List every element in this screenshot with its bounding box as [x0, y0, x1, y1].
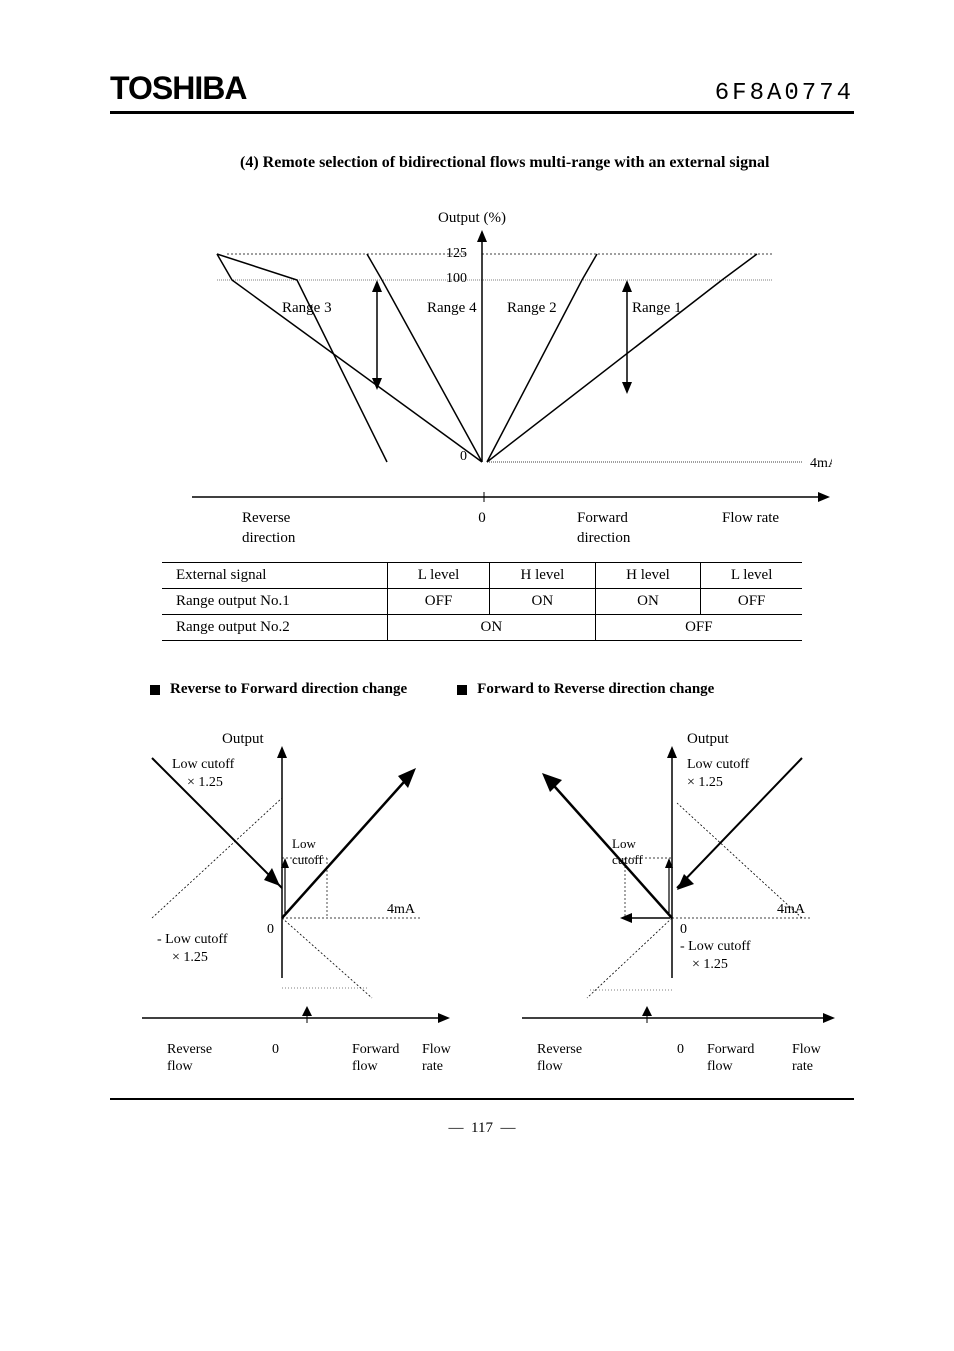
svg-text:Forward: Forward [352, 1042, 399, 1057]
svg-text:direction: direction [242, 530, 296, 542]
page: TOSHIBA 6F8A0774 (4) Remote selection of… [0, 0, 954, 1177]
header: TOSHIBA 6F8A0774 [110, 70, 854, 114]
svg-text:Low: Low [292, 836, 316, 851]
subheadings: Reverse to Forward direction change Forw… [150, 681, 854, 698]
svg-text:Reverse: Reverse [537, 1042, 582, 1057]
page-number: — 117 — [110, 1120, 854, 1137]
x-zero: 0 [478, 510, 486, 526]
small-chart-right: Output Low cutoff × 1.25 Lo [492, 718, 852, 1078]
bullet-icon [457, 685, 467, 695]
svg-text:0: 0 [267, 922, 274, 937]
svg-text:Output: Output [222, 731, 265, 747]
main-chart: Output (%) 125 100 0 [132, 202, 832, 542]
svg-text:Low cutoff: Low cutoff [172, 757, 235, 772]
range4-label: Range 4 [427, 300, 477, 316]
section-title: (4) Remote selection of bidirectional fl… [240, 154, 854, 172]
table-row: Range output No.1 OFF ON ON OFF [162, 589, 802, 615]
svg-text:4mA: 4mA [777, 902, 806, 917]
svg-text:flow: flow [352, 1059, 379, 1074]
svg-text:flow: flow [167, 1059, 194, 1074]
svg-text:cutoff: cutoff [612, 852, 643, 867]
y-tick-125: 125 [446, 246, 467, 261]
svg-text:- Low cutoff: - Low cutoff [680, 939, 751, 954]
y-axis-label: Output (%) [438, 210, 506, 226]
svg-text:0: 0 [677, 1042, 684, 1057]
four-ma-label: 4mA [810, 456, 832, 471]
document-number: 6F8A0774 [715, 80, 854, 107]
svg-text:Forward: Forward [707, 1042, 754, 1057]
svg-text:× 1.25: × 1.25 [187, 775, 223, 790]
svg-text:0: 0 [680, 922, 687, 937]
svg-text:× 1.25: × 1.25 [692, 957, 728, 972]
svg-text:Output: Output [687, 731, 730, 747]
svg-text:- Low cutoff: - Low cutoff [157, 932, 228, 947]
y-tick-100: 100 [446, 271, 467, 286]
footer-rule [110, 1098, 854, 1100]
svg-text:× 1.25: × 1.25 [172, 950, 208, 965]
range3-label: Range 3 [282, 300, 332, 316]
x-reverse: Reverse [242, 510, 291, 526]
svg-text:× 1.25: × 1.25 [687, 775, 723, 790]
range2-label: Range 2 [507, 300, 557, 316]
brand-logo: TOSHIBA [110, 70, 246, 107]
svg-text:Reverse: Reverse [167, 1042, 212, 1057]
svg-text:Low: Low [612, 836, 636, 851]
svg-text:Flow: Flow [422, 1042, 452, 1057]
svg-text:Low cutoff: Low cutoff [687, 757, 750, 772]
subheading-right: Forward to Reverse direction change [457, 681, 714, 698]
table-row: External signal L level H level H level … [162, 563, 802, 589]
x-flowrate: Flow rate [722, 510, 779, 526]
svg-text:cutoff: cutoff [292, 852, 323, 867]
y-tick-0: 0 [460, 449, 467, 464]
svg-text:4mA: 4mA [387, 902, 416, 917]
dual-charts: Output Low cutoff × 1.25 Lo [112, 718, 852, 1078]
table-row: Range output No.2 ON OFF [162, 615, 802, 641]
small-chart-left: Output Low cutoff × 1.25 Lo [112, 718, 472, 1078]
subheading-left: Reverse to Forward direction change [150, 681, 407, 698]
range1-label: Range 1 [632, 300, 682, 316]
bullet-icon [150, 685, 160, 695]
svg-text:Flow: Flow [792, 1042, 822, 1057]
svg-text:0: 0 [272, 1042, 279, 1057]
svg-text:flow: flow [707, 1059, 734, 1074]
signal-table: External signal L level H level H level … [162, 562, 802, 641]
svg-text:flow: flow [537, 1059, 564, 1074]
svg-text:direction: direction [577, 530, 631, 542]
svg-text:rate: rate [422, 1059, 443, 1074]
x-forward: Forward [577, 510, 628, 526]
svg-text:rate: rate [792, 1059, 813, 1074]
